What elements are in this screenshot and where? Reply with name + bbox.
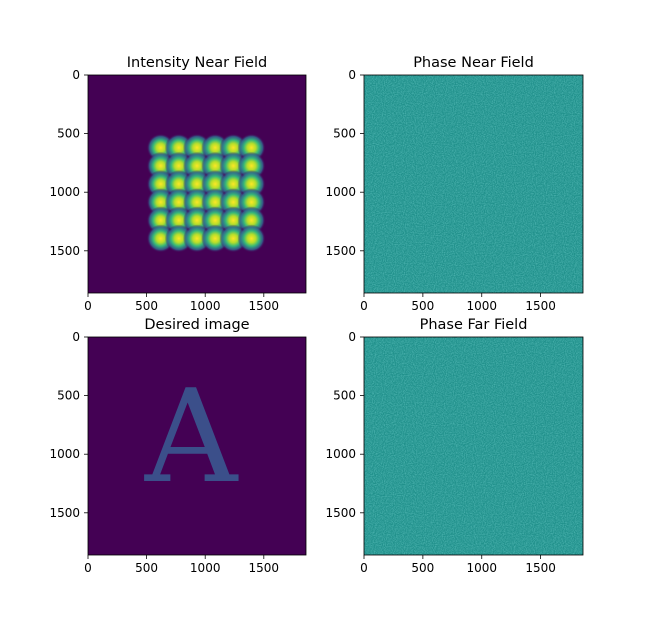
x-tick-label: 1500	[249, 561, 280, 575]
plot-area	[88, 75, 306, 293]
x-tick-label: 1000	[190, 299, 221, 313]
x-tick-label: 1500	[525, 561, 556, 575]
y-tick-label: 1500	[325, 506, 356, 520]
y-tick-label: 1500	[49, 244, 80, 258]
x-tick-label: 0	[84, 299, 92, 313]
x-tick-label: 500	[411, 299, 434, 313]
plot-area: A	[88, 337, 306, 555]
y-tick-label: 500	[57, 389, 80, 403]
y-tick-label: 1000	[49, 185, 80, 199]
phase-noise	[364, 75, 583, 293]
y-tick-label: 1500	[49, 506, 80, 520]
x-tick-label: 1500	[525, 299, 556, 313]
y-tick-label: 1500	[325, 244, 356, 258]
panel-title: Phase Near Field	[413, 55, 534, 71]
x-tick-label: 500	[135, 561, 158, 575]
desired-letter: A	[144, 363, 239, 512]
x-tick-label: 1000	[466, 299, 497, 313]
panel-1: 0 500 1000 1500 0 500 1000 1500 Intensity Near F…	[49, 55, 307, 313]
panel-2: 0 500 1000 1500 0 500 1000 1500 Phase Near Field	[325, 55, 584, 313]
x-tick-label: 0	[84, 561, 92, 575]
axes-frame	[363, 336, 584, 556]
y-tick-label: 500	[333, 389, 356, 403]
x-tick-label: 1000	[190, 561, 221, 575]
axes-frame	[363, 74, 584, 294]
panel-3: A 0 500 1000 1500 0 500 1000 1500 Desired image	[49, 317, 307, 575]
plot-area	[364, 337, 583, 555]
y-tick-label: 0	[72, 68, 80, 82]
y-tick-label: 500	[57, 127, 80, 141]
y-tick-label: 1000	[325, 185, 356, 199]
x-tick-label: 1000	[466, 561, 497, 575]
plot-area	[364, 75, 583, 293]
axes-frame	[87, 336, 307, 556]
phase-noise	[364, 337, 583, 555]
x-tick-label: 0	[360, 561, 368, 575]
x-tick-label: 500	[135, 299, 158, 313]
panel-title: Phase Far Field	[420, 317, 528, 333]
y-tick-label: 1000	[49, 447, 80, 461]
y-tick-label: 0	[72, 330, 80, 344]
axes-frame	[87, 74, 307, 294]
y-tick-label: 0	[348, 330, 356, 344]
x-tick-label: 500	[411, 561, 434, 575]
intensity-spot	[237, 224, 266, 253]
x-tick-label: 1500	[249, 299, 280, 313]
panel-title: Desired image	[144, 317, 249, 333]
panel-4: 0 500 1000 1500 0 500 1000 1500 Phase Far Field	[325, 317, 584, 575]
heatmap-background	[88, 337, 306, 555]
y-tick-label: 500	[333, 127, 356, 141]
panel-title: Intensity Near Field	[127, 55, 267, 71]
x-tick-label: 0	[360, 299, 368, 313]
y-tick-label: 0	[348, 68, 356, 82]
y-tick-label: 1000	[325, 447, 356, 461]
